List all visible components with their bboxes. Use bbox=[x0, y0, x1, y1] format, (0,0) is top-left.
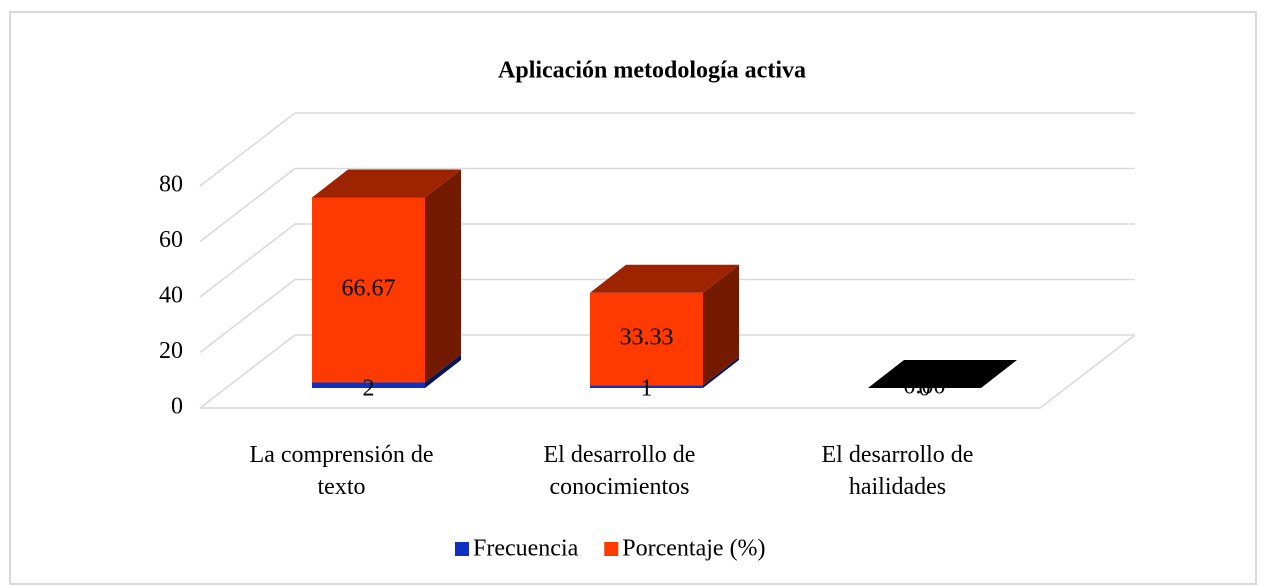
x-tick-label: La comprensión de texto bbox=[249, 442, 434, 500]
grid-line bbox=[199, 278, 1135, 354]
bar-side bbox=[425, 169, 461, 383]
legend-swatch bbox=[455, 542, 469, 556]
bar-top bbox=[312, 169, 461, 198]
floor bbox=[200, 334, 1136, 409]
y-tick-label: 20 bbox=[159, 338, 183, 364]
x-tick-label: El desarrollo de hailidades bbox=[821, 442, 974, 500]
legend-label: Frecuencia bbox=[473, 536, 579, 562]
bar-top bbox=[590, 264, 739, 293]
data-label: 0 bbox=[919, 376, 931, 402]
grid-line bbox=[199, 334, 1135, 409]
y-tick-label: 60 bbox=[159, 227, 183, 253]
chart-title: Aplicación metodología activa bbox=[498, 58, 806, 84]
bar-front bbox=[590, 292, 703, 386]
y-tick-label: 80 bbox=[159, 172, 183, 198]
data-label: 0.00 bbox=[904, 374, 946, 400]
data-label: 33.33 bbox=[620, 324, 674, 350]
bar-front bbox=[312, 197, 425, 383]
y-tick-label: 40 bbox=[159, 283, 183, 309]
bar-side bbox=[703, 357, 739, 388]
grid-line bbox=[199, 223, 1135, 298]
data-label: 1 bbox=[641, 376, 653, 402]
data-label: 66.67 bbox=[342, 275, 396, 301]
grid-line bbox=[199, 112, 1135, 187]
legend-swatch bbox=[604, 542, 619, 556]
x-tick-label: El desarrollo de conocimientos bbox=[543, 442, 696, 500]
bar-top bbox=[868, 360, 1017, 388]
legend-label: Porcentaje (%) bbox=[622, 536, 765, 562]
y-tick-label: 0 bbox=[171, 394, 183, 420]
data-label: 2 bbox=[363, 376, 375, 402]
bar-side bbox=[425, 354, 461, 388]
bar-front bbox=[590, 385, 703, 388]
grid-line bbox=[199, 167, 1135, 243]
bar-front bbox=[312, 382, 425, 388]
bar-side bbox=[703, 264, 739, 386]
